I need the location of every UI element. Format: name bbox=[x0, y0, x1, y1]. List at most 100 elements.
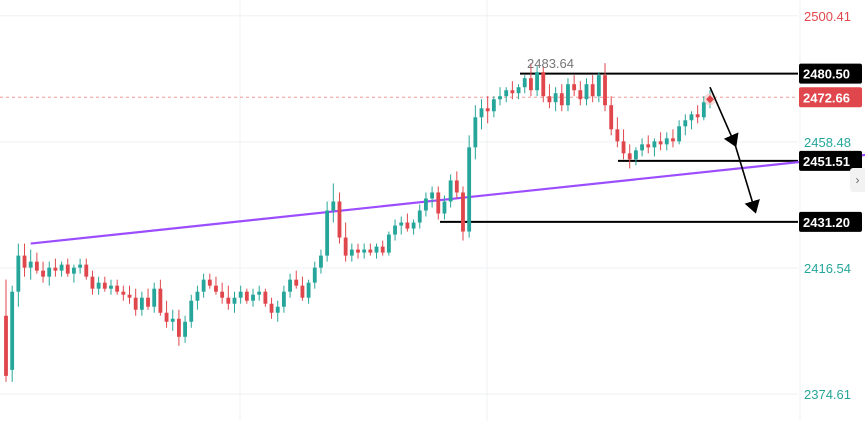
candle-body-94 bbox=[584, 84, 589, 100]
projection-arrow-1 bbox=[734, 144, 760, 214]
candle-body-41 bbox=[257, 291, 262, 295]
candle-body-2 bbox=[16, 255, 21, 292]
axis-label-3: 2374.61 bbox=[804, 387, 851, 402]
axis-label-2: 2416.54 bbox=[804, 261, 851, 276]
candle-body-62 bbox=[386, 234, 391, 253]
candle-body-42 bbox=[263, 291, 268, 304]
candle-body-109 bbox=[677, 126, 682, 142]
candle-body-13 bbox=[84, 264, 89, 277]
candle-body-70 bbox=[436, 192, 441, 214]
candle-body-39 bbox=[244, 291, 249, 301]
candle-body-87 bbox=[541, 72, 546, 97]
candle-body-113 bbox=[701, 102, 706, 118]
candle-body-35 bbox=[220, 291, 225, 298]
candle-body-6 bbox=[41, 270, 45, 277]
candle-body-4 bbox=[28, 261, 33, 268]
candle-body-58 bbox=[362, 249, 367, 253]
candle-body-26 bbox=[164, 312, 169, 322]
candle-body-92 bbox=[572, 84, 577, 91]
candle-body-25 bbox=[158, 288, 163, 313]
candle-body-64 bbox=[399, 222, 404, 226]
candle-body-32 bbox=[201, 279, 206, 292]
candle-body-52 bbox=[325, 210, 330, 256]
candle-body-28 bbox=[176, 318, 181, 337]
candle-body-101 bbox=[627, 153, 632, 160]
candle-body-97 bbox=[603, 75, 607, 106]
candle-body-84 bbox=[522, 78, 527, 88]
price-level-lines bbox=[0, 72, 865, 245]
candle-body-59 bbox=[368, 249, 373, 253]
candle-body-80 bbox=[498, 96, 502, 100]
candle-body-65 bbox=[405, 222, 410, 229]
candle-body-76 bbox=[473, 117, 478, 148]
candle-body-105 bbox=[652, 141, 657, 148]
candle-body-82 bbox=[510, 90, 515, 94]
candle-body-45 bbox=[281, 291, 286, 307]
candle-body-54 bbox=[337, 201, 342, 238]
candles-layer bbox=[4, 63, 712, 382]
candle-body-110 bbox=[683, 120, 688, 127]
grid-layer bbox=[0, 0, 801, 421]
candle-body-43 bbox=[269, 303, 274, 313]
candle-body-5 bbox=[34, 261, 39, 271]
candle-body-34 bbox=[214, 285, 218, 292]
candle-body-72 bbox=[448, 180, 453, 202]
candle-body-81 bbox=[504, 90, 509, 97]
candle-body-40 bbox=[251, 294, 255, 301]
candle-body-89 bbox=[553, 93, 558, 103]
candle-body-10 bbox=[65, 264, 70, 274]
candle-body-18 bbox=[115, 285, 120, 292]
candle-body-104 bbox=[646, 144, 651, 148]
current-price-tag: 2472.66 bbox=[803, 90, 850, 105]
candle-body-91 bbox=[566, 84, 570, 106]
candle-body-29 bbox=[183, 321, 188, 337]
candle-body-7 bbox=[47, 267, 52, 277]
candle-body-74 bbox=[461, 192, 465, 232]
candle-body-19 bbox=[121, 291, 126, 295]
candle-body-67 bbox=[417, 210, 422, 223]
candle-body-47 bbox=[294, 279, 299, 286]
candle-body-66 bbox=[411, 222, 416, 229]
candle-body-106 bbox=[658, 141, 663, 145]
axis-label-1: 2458.48 bbox=[804, 135, 851, 150]
annotations-layer: 2483.64 bbox=[527, 56, 760, 214]
scroll-right-icon[interactable]: › bbox=[850, 168, 865, 192]
candle-body-50 bbox=[312, 267, 317, 283]
candle-body-71 bbox=[442, 201, 447, 214]
candle-body-57 bbox=[356, 249, 360, 253]
candle-body-38 bbox=[238, 291, 243, 298]
candle-body-86 bbox=[535, 72, 540, 91]
candle-body-23 bbox=[146, 297, 150, 307]
candle-body-98 bbox=[609, 105, 614, 130]
candle-body-22 bbox=[139, 297, 144, 310]
candle-body-68 bbox=[424, 198, 428, 211]
candle-body-77 bbox=[479, 108, 484, 118]
candle-body-93 bbox=[578, 90, 583, 100]
candle-body-16 bbox=[102, 282, 107, 289]
candle-body-12 bbox=[78, 264, 83, 268]
candle-body-75 bbox=[467, 147, 472, 232]
candle-body-69 bbox=[430, 192, 435, 199]
current-price-marker-icon bbox=[706, 95, 714, 104]
candle-body-0 bbox=[4, 315, 8, 376]
candle-body-83 bbox=[516, 87, 521, 94]
candle-body-53 bbox=[331, 201, 336, 211]
candle-body-44 bbox=[275, 306, 280, 313]
candle-body-108 bbox=[671, 138, 675, 142]
candle-body-3 bbox=[22, 255, 27, 268]
level-low-tag: 2431.20 bbox=[803, 215, 850, 230]
candle-body-33 bbox=[207, 279, 212, 286]
candle-body-27 bbox=[170, 318, 175, 322]
price-axis: 2500.41 2458.48 2416.54 2374.61 2480.50 2472.… bbox=[799, 9, 862, 402]
trendline bbox=[30, 153, 865, 245]
candle-body-48 bbox=[300, 285, 305, 298]
candle-body-95 bbox=[590, 84, 595, 97]
candle-body-1 bbox=[10, 291, 15, 370]
candle-body-60 bbox=[374, 246, 379, 253]
candle-body-61 bbox=[380, 246, 385, 253]
candle-body-9 bbox=[59, 264, 64, 271]
level-mid-tag: 2451.51 bbox=[803, 154, 850, 169]
candle-body-85 bbox=[528, 78, 533, 91]
